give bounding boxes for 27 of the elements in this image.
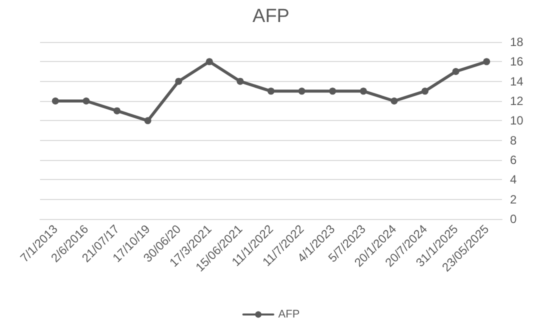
point [82, 98, 90, 104]
point [329, 88, 336, 95]
point [452, 68, 460, 75]
chart-title: AFP [252, 6, 290, 27]
y-tick-label: 16 [510, 54, 524, 69]
y-tick-label: 14 [510, 74, 524, 88]
y-tick-label: 2 [510, 192, 517, 206]
y-tick-label: 4 [510, 172, 517, 187]
y-tick-label: 0 [510, 212, 517, 226]
point [206, 58, 213, 66]
point [483, 58, 490, 66]
point [175, 78, 182, 85]
point [390, 98, 398, 104]
point [144, 117, 152, 124]
point [52, 98, 59, 104]
y-tick-label: 18 [510, 35, 524, 49]
y-tick-label: 8 [510, 133, 517, 148]
point [360, 88, 367, 95]
point [298, 88, 306, 95]
point [114, 107, 120, 114]
y-tick-label: 12 [510, 94, 524, 108]
point [236, 78, 244, 85]
y-tick-label: 10 [510, 114, 524, 128]
point [268, 88, 274, 95]
point [422, 88, 428, 95]
legend-label: AFP [278, 308, 300, 320]
y-tick-label: 6 [510, 153, 517, 167]
